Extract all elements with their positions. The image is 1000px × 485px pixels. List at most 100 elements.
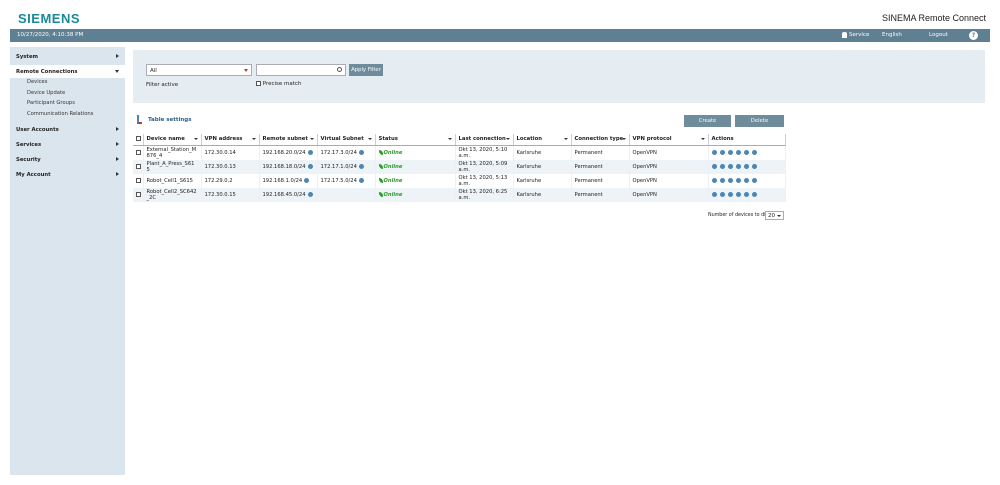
add-icon[interactable] [304, 177, 310, 183]
cell: 192.168.45.0/24 [259, 187, 318, 202]
table-row: External_Station_M876_4 172.30.0.14 192.16… [133, 145, 786, 160]
submenu-item[interactable]: Devices [27, 79, 48, 85]
cell-text: Karlsruhe [516, 163, 542, 170]
add-icon[interactable] [307, 149, 313, 155]
connect-action[interactable] [743, 149, 749, 155]
key-action[interactable] [735, 163, 741, 169]
cell-text: Plant_A_Press_S615 [146, 160, 195, 173]
cell-text: 172.17.5.0/24 [320, 177, 357, 184]
apply-filter-button[interactable]: Apply Filter [349, 64, 383, 76]
checkbox[interactable] [136, 149, 141, 155]
cell: Robot_Cell2_SC642_2C [143, 187, 202, 202]
checkbox[interactable] [256, 81, 261, 86]
add-icon[interactable] [358, 163, 364, 169]
language-select[interactable]: English [882, 32, 902, 38]
info-action[interactable] [711, 191, 717, 197]
submenu-item[interactable]: Communication Relations [27, 110, 94, 117]
cell: Permanent [571, 145, 630, 160]
pager-value: 20 [768, 213, 775, 219]
menu-item[interactable]: Services [10, 138, 125, 151]
edit-action[interactable] [719, 163, 725, 169]
cell-text: 192.168.1.0/24 [262, 177, 303, 184]
menu-item[interactable]: Security [10, 153, 125, 166]
cell: Okt 13, 2020, 6:25 a.m. [455, 187, 514, 202]
header-cell[interactable]: Device name [143, 134, 202, 146]
key-action[interactable] [735, 191, 741, 197]
add-icon[interactable] [307, 191, 313, 197]
scope-select[interactable]: All [146, 64, 252, 76]
download-action[interactable] [727, 191, 733, 197]
header-cell[interactable]: Remote subnet [259, 134, 318, 146]
key-action[interactable] [735, 177, 741, 183]
cell-text: OpenVPN [632, 191, 657, 198]
checkbox[interactable] [136, 191, 141, 197]
header-cell[interactable]: Status [375, 134, 456, 146]
cell-text: 172.30.0.14 [204, 149, 236, 156]
cell: Online [375, 173, 456, 188]
service-link[interactable]: Service [849, 32, 870, 38]
column-title: Connection type [574, 136, 624, 143]
menu-item[interactable]: Remote Connections [10, 65, 125, 78]
pause-action[interactable] [751, 149, 757, 155]
cell-text: Karlsruhe [516, 191, 542, 198]
pause-action[interactable] [751, 191, 757, 197]
connect-action[interactable] [743, 163, 749, 169]
menu-item[interactable]: System [10, 50, 125, 63]
edit-action[interactable] [719, 149, 725, 155]
add-icon[interactable] [358, 149, 364, 155]
info-action[interactable] [711, 163, 717, 169]
checkbox[interactable] [136, 177, 141, 183]
create-button[interactable]: Create [684, 115, 731, 127]
precise-match[interactable]: Precise match [256, 81, 301, 87]
key-action[interactable] [735, 149, 741, 155]
add-icon[interactable] [358, 177, 364, 183]
header-cell[interactable]: Virtual Subnet [317, 134, 376, 146]
download-action[interactable] [727, 149, 733, 155]
header-cell[interactable]: VPN protocol [629, 134, 709, 146]
download-action[interactable] [727, 163, 733, 169]
delete-button[interactable]: Delete [735, 115, 784, 127]
connect-action[interactable] [743, 177, 749, 183]
cell: Permanent [571, 187, 630, 202]
menu-item[interactable]: My Account [10, 168, 125, 181]
header-cell[interactable]: Connection type [571, 134, 630, 146]
column-title: Location [516, 136, 543, 143]
submenu-item[interactable]: Participant Groups [27, 100, 75, 106]
menu-arrow [116, 127, 119, 131]
menu-item[interactable]: User Accounts [10, 123, 125, 136]
submenu-item[interactable]: Device Update [27, 89, 66, 96]
cell: Okt 13, 2020, 5:13 a.m. [455, 173, 514, 188]
cell: 172.30.0.13 [201, 159, 260, 174]
pause-action[interactable] [751, 163, 757, 169]
header-cell[interactable]: Last connection [455, 134, 514, 146]
cell-text: OpenVPN [632, 163, 657, 170]
edit-action[interactable] [719, 177, 725, 183]
cell: 172.29.0.2 [201, 173, 260, 188]
header-cell[interactable]: Location [513, 134, 572, 146]
cell: 192.168.20.0/24 [259, 145, 318, 160]
connect-action[interactable] [743, 191, 749, 197]
help-button[interactable]: ? [969, 31, 978, 40]
info-action[interactable] [711, 149, 717, 155]
info-action[interactable] [711, 177, 717, 183]
column-title: VPN address [204, 136, 243, 143]
cell: Online [375, 145, 456, 160]
cell [133, 173, 144, 188]
cell: Plant_A_Press_S615 [143, 159, 202, 174]
table-settings-link[interactable]: Table settings [148, 117, 192, 123]
sort-arrow [309, 138, 314, 140]
header-cell[interactable]: VPN address [201, 134, 260, 146]
pause-action[interactable] [751, 177, 757, 183]
checkbox[interactable] [136, 136, 141, 142]
status-icon [378, 177, 383, 183]
checkbox[interactable] [136, 163, 141, 169]
column-title: Actions [711, 136, 734, 143]
cell: Permanent [571, 159, 630, 174]
add-icon[interactable] [307, 163, 313, 169]
search-input[interactable] [256, 64, 346, 76]
download-action[interactable] [727, 177, 733, 183]
cell [133, 145, 144, 160]
edit-action[interactable] [719, 191, 725, 197]
pager-select[interactable]: 20 [765, 211, 784, 220]
logout-link[interactable]: Logout [929, 32, 948, 38]
